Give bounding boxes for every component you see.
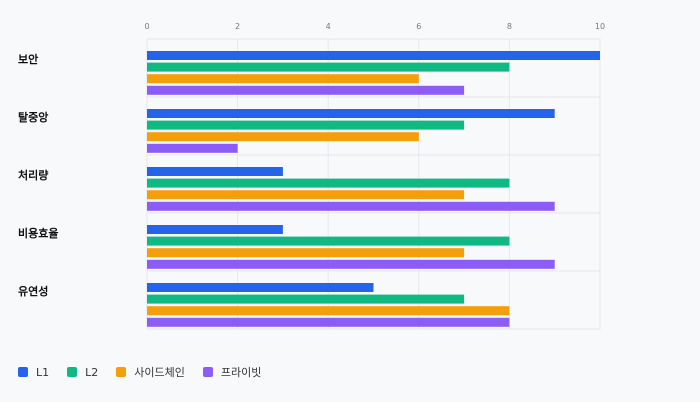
legend: L1 L2 사이드체인 프라이빗 <box>18 364 279 380</box>
bar-L1-처리량 <box>147 167 283 176</box>
x-tick-label: 10 <box>595 22 605 31</box>
x-tick-label: 6 <box>416 22 421 31</box>
bar-프라이빗-비용효율 <box>147 259 555 269</box>
category-label: 탈중앙 <box>18 111 48 124</box>
bar-L1-탈중앙 <box>147 109 555 118</box>
legend-label: 사이드체인 <box>134 366 185 379</box>
bar-프라이빗-탈중앙 <box>147 143 238 153</box>
legend-item[interactable]: 프라이빗 <box>202 364 262 380</box>
category-label: 유연성 <box>18 284 48 298</box>
x-tick-label: 2 <box>235 22 240 31</box>
category-label: 보안 <box>18 52 38 66</box>
legend-label: L1 <box>36 365 50 379</box>
legend-swatch <box>18 367 28 377</box>
bar-L2-유연성 <box>147 294 465 304</box>
bar-L2-비용효율 <box>147 236 510 246</box>
bar-L2-보안 <box>147 62 510 72</box>
legend-swatch <box>67 367 78 377</box>
bar-사이드체인-보안 <box>147 74 419 84</box>
bar-L1-보안 <box>147 51 600 60</box>
bar-L1-비용효율 <box>147 225 283 234</box>
bar-L2-처리량 <box>147 178 510 188</box>
legend-swatch <box>116 367 127 377</box>
bar-프라이빗-보안 <box>147 85 465 95</box>
bar-L2-탈중앙 <box>147 120 465 130</box>
category-label: 처리량 <box>18 168 48 182</box>
legend-item[interactable]: L1 <box>18 364 49 380</box>
bar-사이드체인-처리량 <box>147 190 465 200</box>
x-tick-label: 4 <box>326 22 331 31</box>
x-tick-label: 0 <box>144 22 149 31</box>
legend-label: 프라이빗 <box>220 366 262 379</box>
bar-L1-유연성 <box>147 283 374 292</box>
category-label: 비용효율 <box>18 226 58 240</box>
legend-swatch <box>202 367 213 377</box>
legend-item[interactable]: 사이드체인 <box>116 364 185 380</box>
bar-사이드체인-비용효율 <box>147 248 465 258</box>
bar-프라이빗-처리량 <box>147 201 555 211</box>
legend-item[interactable]: L2 <box>67 364 98 380</box>
bar-프라이빗-유연성 <box>147 317 510 327</box>
x-tick-label: 8 <box>507 22 512 31</box>
bar-사이드체인-탈중앙 <box>147 132 419 142</box>
legend-label: L2 <box>85 365 99 379</box>
bar-사이드체인-유연성 <box>147 306 510 316</box>
